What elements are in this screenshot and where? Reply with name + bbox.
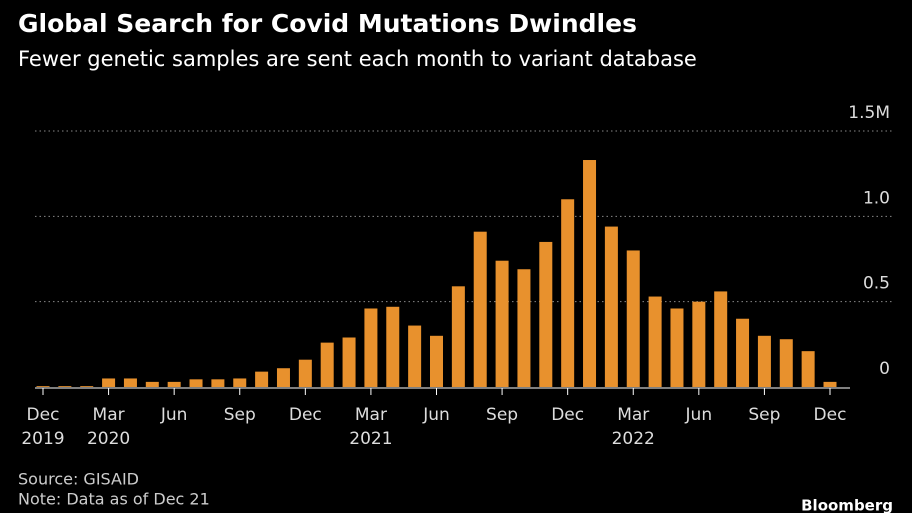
x-tick-label: Dec (551, 405, 584, 425)
x-tick-label: Jun (160, 405, 188, 425)
bar (386, 306, 400, 387)
bar (648, 296, 662, 387)
bar (779, 339, 793, 387)
bar (626, 250, 640, 387)
bar (189, 379, 203, 387)
x-tick-label: Dec (289, 405, 322, 425)
y-tick-label: 1.0 (863, 188, 890, 208)
bar (58, 386, 72, 387)
x-tick-label: Dec (27, 405, 60, 425)
source: Source: GISAID (18, 470, 139, 489)
chart-subtitle: Fewer genetic samples are sent each mont… (18, 47, 697, 71)
bar (211, 379, 225, 387)
x-year-label: 2019 (21, 429, 64, 449)
x-year-label: 2020 (87, 429, 130, 449)
bar (473, 231, 487, 387)
bar (692, 301, 706, 387)
x-tick-label: Mar (617, 405, 649, 425)
bar (298, 359, 312, 387)
bar (408, 325, 422, 387)
x-tick-label: Sep (748, 405, 780, 425)
x-tick-label: Jun (685, 405, 713, 425)
bar (583, 160, 597, 387)
chart-title: Global Search for Covid Mutations Dwindl… (18, 9, 637, 38)
bar (561, 199, 575, 387)
x-tick-label: Sep (224, 405, 256, 425)
bar (320, 342, 334, 387)
x-year-label: 2021 (349, 429, 392, 449)
bar (714, 291, 728, 387)
bar (145, 381, 159, 387)
bar (823, 381, 837, 387)
brand: Bloomberg (801, 497, 893, 513)
x-tick-label: Jun (422, 405, 450, 425)
x-year-label: 2022 (612, 429, 655, 449)
x-tick-label: Mar (355, 405, 387, 425)
bar (364, 308, 378, 387)
bar (451, 286, 465, 387)
bar (736, 318, 750, 387)
bar (255, 371, 269, 387)
x-tick-label: Sep (486, 405, 518, 425)
bar (670, 308, 684, 387)
bar (539, 241, 553, 387)
bar (36, 386, 50, 387)
bar (342, 337, 356, 387)
bar (276, 368, 290, 387)
note: Note: Data as of Dec 21 (18, 490, 210, 509)
y-tick-label: 1.5M (848, 103, 890, 123)
bar (123, 378, 137, 387)
bar (517, 269, 531, 387)
bar (233, 378, 247, 387)
bar (604, 226, 618, 387)
bar (801, 351, 815, 387)
bar (757, 335, 771, 387)
y-tick-label: 0 (879, 359, 890, 379)
bar (80, 386, 94, 387)
bar (102, 378, 116, 387)
bar (495, 260, 509, 387)
x-tick-label: Mar (93, 405, 125, 425)
bar (430, 335, 443, 387)
bar (167, 381, 181, 387)
y-tick-label: 0.5 (863, 274, 890, 294)
x-tick-label: Dec (814, 405, 847, 425)
